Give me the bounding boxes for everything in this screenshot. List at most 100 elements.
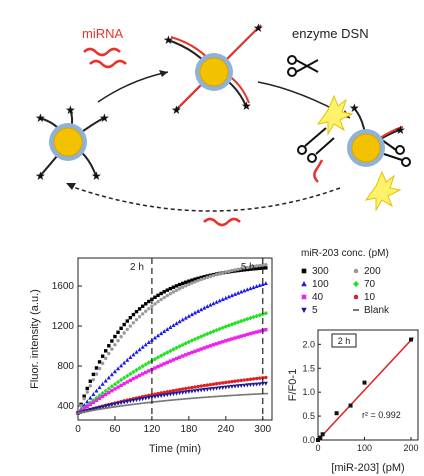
fluorophore-star-icon: ★ bbox=[35, 111, 46, 125]
data-point bbox=[122, 331, 126, 335]
data-point bbox=[147, 369, 151, 373]
data-point bbox=[245, 383, 250, 388]
data-point bbox=[165, 393, 170, 397]
data-point bbox=[81, 411, 87, 413]
data-point bbox=[251, 331, 256, 335]
data-point bbox=[205, 275, 210, 280]
data-point bbox=[134, 403, 139, 405]
data-point bbox=[187, 282, 191, 287]
data-point bbox=[168, 389, 173, 393]
data-point bbox=[189, 397, 195, 400]
fluorophore-star-icon: ★ bbox=[253, 21, 264, 35]
linear-fit-line bbox=[317, 337, 414, 441]
data-point bbox=[88, 395, 93, 400]
legend-label: 10 bbox=[364, 292, 376, 303]
recycling-arrow bbox=[69, 185, 341, 212]
data-point bbox=[254, 330, 259, 334]
data-point bbox=[125, 357, 130, 362]
data-point bbox=[183, 315, 188, 320]
data-point bbox=[171, 323, 176, 328]
data-point bbox=[159, 394, 164, 398]
data-point bbox=[100, 394, 105, 399]
data-point bbox=[211, 273, 216, 278]
data-point bbox=[174, 388, 179, 392]
data-point bbox=[235, 319, 241, 325]
y-tick-label: 800 bbox=[57, 361, 74, 372]
legend-marker bbox=[353, 294, 359, 300]
data-point bbox=[239, 266, 243, 271]
inset-data-layer bbox=[316, 337, 414, 442]
data-point bbox=[205, 304, 210, 309]
series-40 bbox=[76, 327, 268, 415]
calibration-point bbox=[348, 403, 353, 408]
data-point bbox=[107, 390, 111, 395]
data-point bbox=[165, 390, 170, 394]
flash-icon bbox=[316, 94, 354, 136]
data-point bbox=[251, 264, 256, 269]
data-point bbox=[115, 366, 121, 371]
data-point bbox=[233, 384, 238, 389]
x-tick-label: 0 bbox=[75, 424, 81, 435]
inset-y-tick-label: 2.0 bbox=[302, 339, 315, 349]
data-point bbox=[143, 342, 148, 347]
mirna-strand-icon bbox=[83, 47, 121, 57]
data-point bbox=[152, 395, 158, 399]
y-tick-label: 1200 bbox=[52, 321, 75, 332]
data-point bbox=[144, 370, 148, 375]
data-point bbox=[214, 272, 219, 277]
data-point bbox=[131, 376, 136, 381]
gold-core bbox=[53, 127, 83, 157]
fluorophore-star-icon: ★ bbox=[241, 99, 252, 113]
data-point bbox=[248, 315, 253, 321]
data-point bbox=[110, 347, 114, 351]
data-point bbox=[109, 406, 115, 409]
data-point bbox=[242, 383, 247, 388]
data-point bbox=[140, 364, 145, 369]
data-point bbox=[119, 335, 123, 339]
data-point bbox=[224, 270, 228, 274]
data-point bbox=[214, 342, 219, 346]
data-point bbox=[152, 335, 158, 340]
data-point bbox=[128, 316, 133, 320]
data-point bbox=[131, 321, 136, 325]
data-point bbox=[177, 391, 182, 396]
data-point bbox=[110, 389, 114, 393]
y-tick-label: 400 bbox=[57, 401, 74, 412]
data-point bbox=[187, 386, 191, 390]
data-point bbox=[104, 349, 108, 353]
data-point bbox=[143, 362, 148, 367]
data-point bbox=[198, 396, 204, 399]
data-point bbox=[165, 293, 170, 298]
data-point bbox=[263, 392, 269, 395]
data-point bbox=[112, 381, 118, 387]
data-point bbox=[214, 395, 219, 398]
data-point bbox=[184, 353, 188, 357]
data-point bbox=[254, 382, 259, 387]
data-point bbox=[103, 378, 108, 383]
data-point bbox=[214, 386, 219, 391]
data-point bbox=[180, 285, 185, 289]
data-point bbox=[251, 285, 256, 290]
data-point bbox=[128, 324, 133, 328]
data-point bbox=[100, 361, 105, 366]
data-point bbox=[187, 351, 191, 356]
data-point bbox=[211, 386, 216, 391]
data-point bbox=[236, 384, 241, 389]
data-point bbox=[116, 330, 120, 335]
data-point bbox=[223, 295, 228, 300]
data-point bbox=[140, 344, 145, 349]
data-point bbox=[233, 268, 237, 272]
data-point bbox=[190, 385, 194, 390]
data-point bbox=[196, 308, 201, 313]
data-point bbox=[263, 311, 269, 316]
data-point bbox=[119, 401, 124, 406]
data-point bbox=[254, 266, 259, 271]
data-point bbox=[131, 369, 136, 375]
legend-marker bbox=[353, 268, 359, 274]
legend-marker bbox=[353, 308, 359, 312]
fluorophore-star-icon: ★ bbox=[91, 169, 102, 183]
data-point bbox=[100, 354, 105, 358]
data-point bbox=[85, 390, 89, 394]
data-point bbox=[245, 377, 250, 382]
